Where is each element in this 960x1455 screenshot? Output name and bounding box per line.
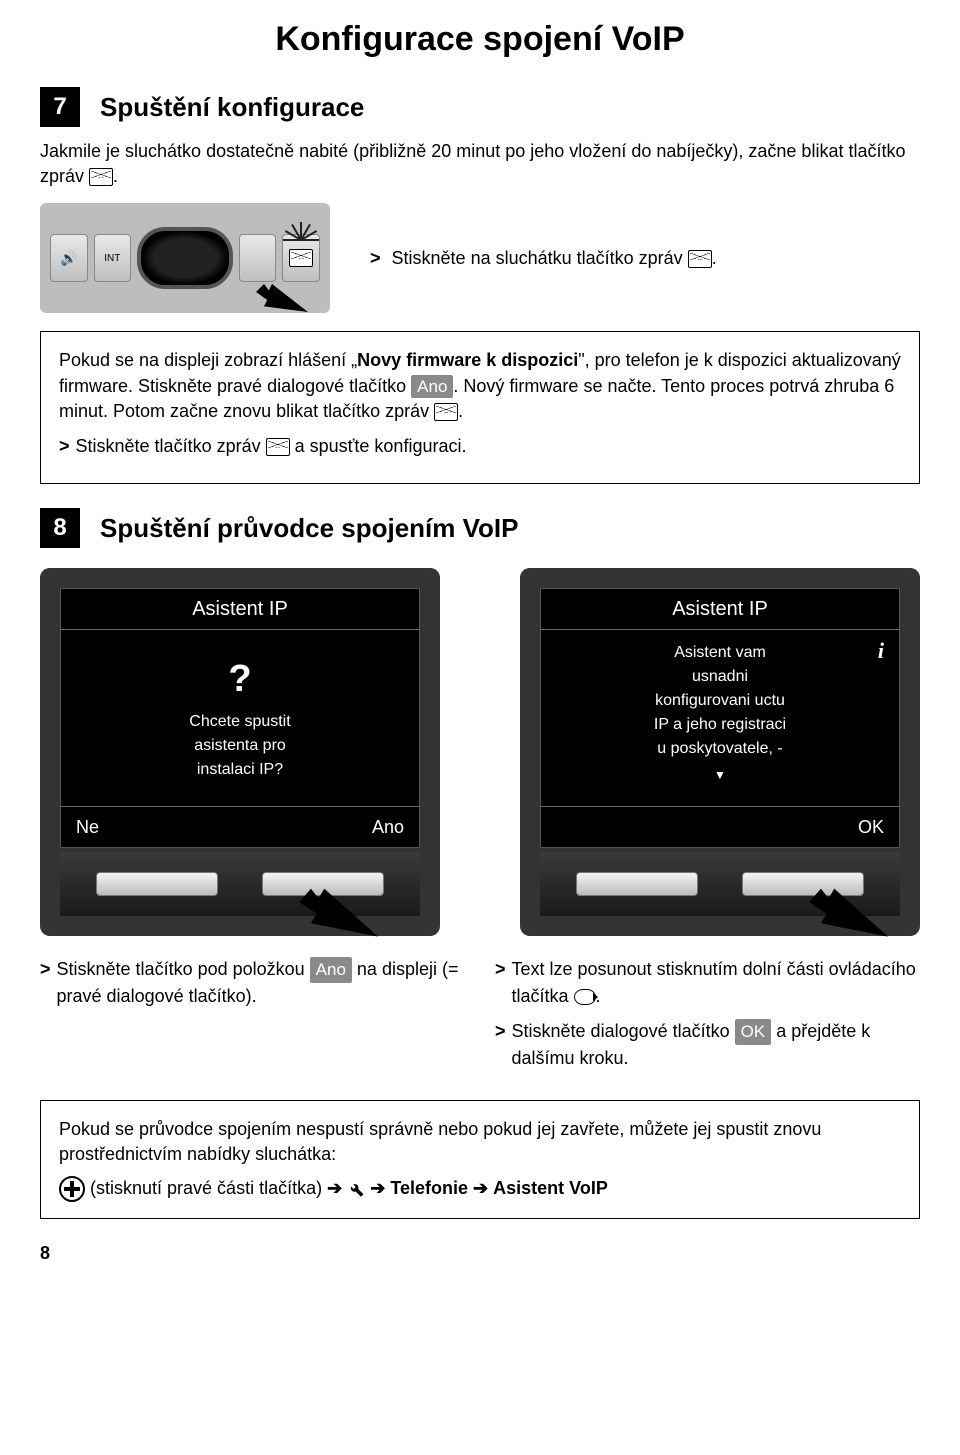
softkey-ne[interactable]: Ne [76, 817, 99, 838]
right-line3: konfigurovani uctu [655, 692, 785, 710]
instr-right-1: > Text lze posunout stisknutím dolní čás… [495, 956, 920, 1010]
speaker-key: 🔊 [50, 234, 88, 282]
phone-right: Asistent IP i Asistent vam usnadni konfi… [520, 568, 920, 936]
right-line2: usnadni [692, 668, 748, 686]
screen-body-right: i Asistent vam usnadni konfigurovani uct… [540, 630, 900, 806]
bullet-gt: > [495, 1018, 506, 1072]
ir2-pre: Stiskněte dialogové tlačítko [512, 1021, 735, 1041]
right-softbutton[interactable] [742, 872, 864, 896]
restart-nav-line: (stisknutí pravé části tlačítka) ➔ ➔ Tel… [59, 1176, 901, 1202]
page-title: Konfigurace spojení VoIP [40, 20, 920, 59]
info-icon: i [878, 638, 884, 664]
keypad-strip-left [40, 848, 440, 936]
right-softbutton[interactable] [262, 872, 384, 896]
press-message-instruction: > Stiskněte na sluchátku tlačítko zpráv … [370, 246, 717, 271]
menu-telefonie: Telefonie [390, 1178, 468, 1198]
nav-oval-key [137, 227, 233, 289]
fw2-post: a spusťte konfiguraci. [295, 436, 467, 456]
message-icon [688, 250, 712, 268]
scroll-down-icon: ▼ [714, 768, 726, 782]
fw-dot: . [458, 401, 463, 421]
instr-left: > Stiskněte tlačítko pod položkou Ano na… [40, 956, 465, 1010]
message-icon [89, 168, 113, 186]
firmware-line1: Pokud se na displeji zobrazí hlášení „No… [59, 348, 901, 424]
restart-line1: Pokud se průvodce spojením nespustí sprá… [59, 1117, 901, 1167]
left-line1: Chcete spustit [189, 713, 290, 731]
bullet-gt: > [40, 956, 51, 1010]
softkeys-left: Ne Ano [60, 806, 420, 848]
handset-keypad-image: 🔊 INT [40, 203, 330, 313]
instruction-columns: > Stiskněte tlačítko pod položkou Ano na… [40, 956, 920, 1080]
firmware-info-box: Pokud se na displeji zobrazí hlášení „No… [40, 331, 920, 484]
qmark-icon: ? [228, 658, 251, 701]
arrow-icon: ➔ [473, 1178, 488, 1198]
ano-chip: Ano [411, 375, 453, 399]
softkeys-right: OK [540, 806, 900, 848]
joystick-icon [59, 1176, 85, 1202]
step7-title: Spuštění konfigurace [100, 92, 364, 123]
nav-down-icon [574, 989, 596, 1005]
wrench-icon [347, 1180, 365, 1198]
left-line2: asistenta pro [194, 737, 286, 755]
softkey-ok[interactable]: OK [858, 817, 884, 838]
instr-left-pre: Stiskněte tlačítko pod položkou [57, 959, 310, 979]
ir1-pre: Text lze posunout stisknutím dolní části… [512, 959, 916, 1006]
fw2-pre: Stiskněte tlačítko zpráv [76, 436, 266, 456]
message-icon [289, 249, 313, 267]
instr-right-2: > Stiskněte dialogové tlačítko OK a přej… [495, 1018, 920, 1072]
left-line3: instalaci IP? [197, 761, 283, 779]
fw-bold: Novy firmware k dispozici [357, 350, 578, 370]
fw-pre: Pokud se na displeji zobrazí hlášení „ [59, 350, 357, 370]
step7-intro: Jakmile je sluchátko dostatečně nabité (… [40, 139, 920, 189]
restart-info-box: Pokud se průvodce spojením nespustí sprá… [40, 1100, 920, 1219]
step7-intro-text: Jakmile je sluchátko dostatečně nabité (… [40, 141, 905, 186]
message-icon [434, 403, 458, 421]
step7-badge: 7 [40, 87, 80, 127]
step8-title: Spuštění průvodce spojením VoIP [100, 513, 518, 544]
softkey-ano[interactable]: Ano [372, 817, 404, 838]
left-softbutton[interactable] [96, 872, 218, 896]
ok-chip: OK [735, 1019, 772, 1045]
bullet-gt: > [495, 956, 506, 1010]
pointer-hand-icon [232, 267, 312, 317]
firmware-line2: > Stiskněte tlačítko zpráv a spusťte kon… [59, 434, 901, 459]
arrow-icon: ➔ [327, 1178, 342, 1198]
step8-header: 8 Spuštění průvodce spojením VoIP [40, 508, 920, 548]
phones-row: Asistent IP ? Chcete spustit asistenta p… [40, 568, 920, 936]
step7-header: 7 Spuštění konfigurace [40, 87, 920, 127]
ano-chip: Ano [310, 957, 352, 983]
col-left: > Stiskněte tlačítko pod položkou Ano na… [40, 956, 465, 1080]
col-right: > Text lze posunout stisknutím dolní čás… [495, 956, 920, 1080]
right-line1: Asistent vam [674, 644, 766, 662]
screen-title-left: Asistent IP [60, 588, 420, 630]
page-number: 8 [40, 1243, 920, 1264]
screen-title-right: Asistent IP [540, 588, 900, 630]
nav-hint: (stisknutí pravé části tlačítka) [90, 1178, 322, 1198]
keypad-strip-right [520, 848, 920, 936]
phone-left: Asistent IP ? Chcete spustit asistenta p… [40, 568, 440, 936]
left-softbutton[interactable] [576, 872, 698, 896]
step7-intro-end: . [113, 166, 118, 186]
device-row: 🔊 INT > Stiskněte na sluchátku tlačítko … [40, 203, 920, 313]
bullet-gt: > [370, 248, 381, 268]
arrow-icon: ➔ [370, 1178, 385, 1198]
press-text-pre: Stiskněte na sluchátku tlačítko zpráv [392, 248, 688, 268]
int-key: INT [94, 234, 132, 282]
phone-right-screen: Asistent IP i Asistent vam usnadni konfi… [520, 568, 920, 848]
screen-body-left: ? Chcete spustit asistenta pro instalaci… [60, 630, 420, 806]
menu-asistent-voip: Asistent VoIP [493, 1178, 608, 1198]
right-line4: IP a jeho registraci [654, 716, 786, 734]
right-line5: u poskytovatele, - [657, 740, 782, 758]
bullet-gt: > [59, 434, 70, 459]
message-icon [266, 438, 290, 456]
step8-badge: 8 [40, 508, 80, 548]
press-text-post: . [712, 248, 717, 268]
phone-left-screen: Asistent IP ? Chcete spustit asistenta p… [40, 568, 440, 848]
